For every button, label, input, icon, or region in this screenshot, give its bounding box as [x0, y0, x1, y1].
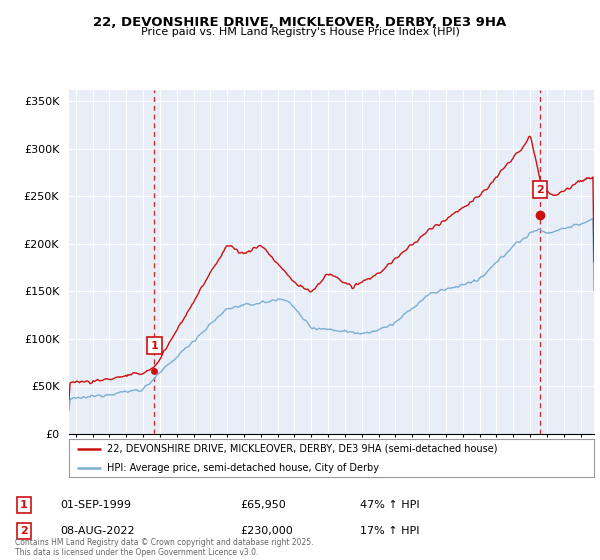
Text: 22, DEVONSHIRE DRIVE, MICKLEOVER, DERBY, DE3 9HA (semi-detached house): 22, DEVONSHIRE DRIVE, MICKLEOVER, DERBY,…: [107, 444, 497, 454]
Text: 1: 1: [151, 340, 158, 351]
Text: 2: 2: [536, 184, 544, 194]
Text: 47% ↑ HPI: 47% ↑ HPI: [360, 500, 419, 510]
Text: 22, DEVONSHIRE DRIVE, MICKLEOVER, DERBY, DE3 9HA: 22, DEVONSHIRE DRIVE, MICKLEOVER, DERBY,…: [94, 16, 506, 29]
Text: 01-SEP-1999: 01-SEP-1999: [60, 500, 131, 510]
Text: £65,950: £65,950: [240, 500, 286, 510]
Text: Price paid vs. HM Land Registry's House Price Index (HPI): Price paid vs. HM Land Registry's House …: [140, 27, 460, 37]
Text: £230,000: £230,000: [240, 526, 293, 536]
Text: 17% ↑ HPI: 17% ↑ HPI: [360, 526, 419, 536]
Text: 08-AUG-2022: 08-AUG-2022: [60, 526, 134, 536]
Text: 1: 1: [20, 500, 28, 510]
Text: HPI: Average price, semi-detached house, City of Derby: HPI: Average price, semi-detached house,…: [107, 463, 379, 473]
Text: Contains HM Land Registry data © Crown copyright and database right 2025.
This d: Contains HM Land Registry data © Crown c…: [15, 538, 314, 557]
Text: 2: 2: [20, 526, 28, 536]
